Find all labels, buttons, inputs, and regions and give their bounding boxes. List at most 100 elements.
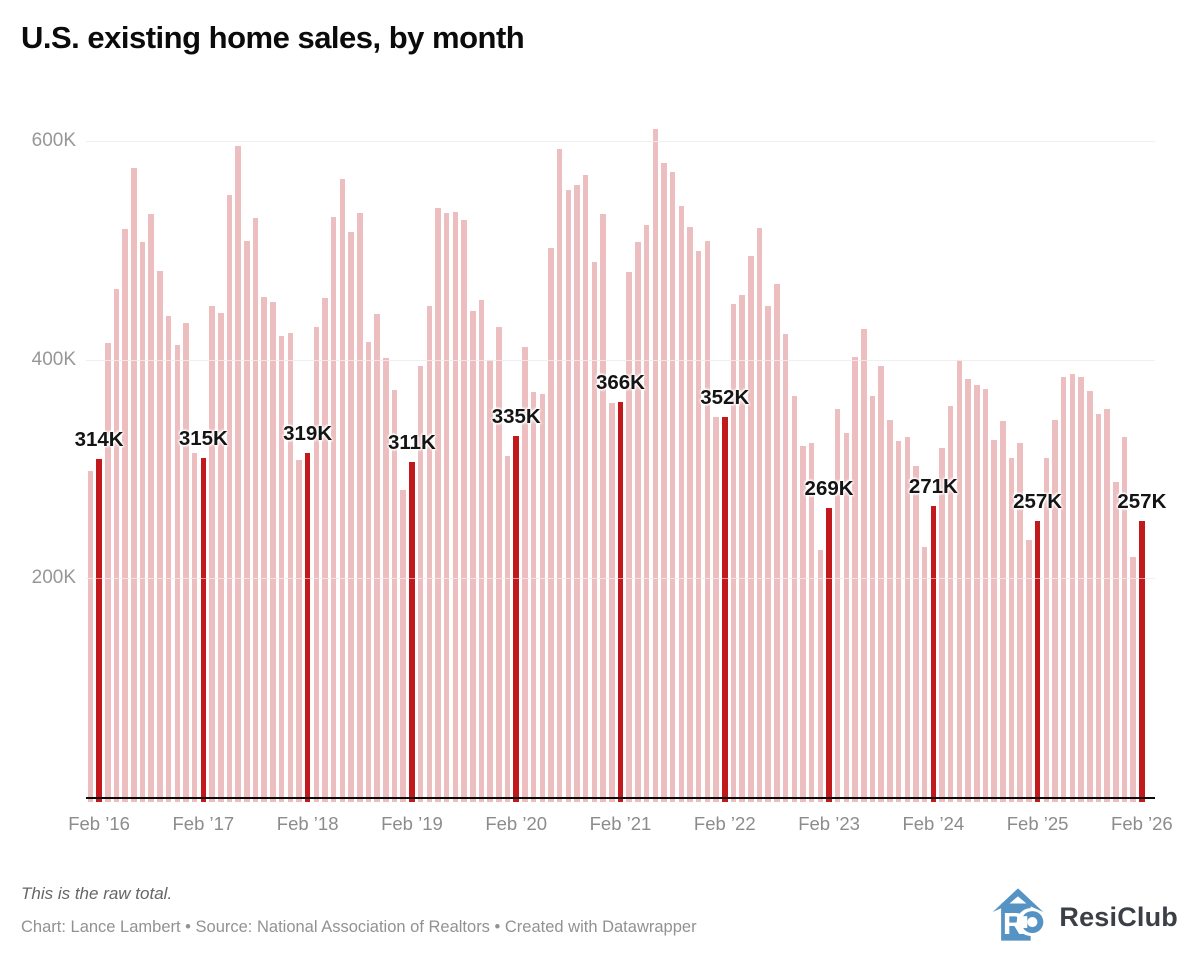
bar <box>887 420 893 802</box>
x-axis-tick-label: Feb ’21 <box>589 813 652 834</box>
bar <box>730 304 737 802</box>
bar <box>782 333 789 802</box>
bar <box>296 459 302 802</box>
bar <box>591 261 598 802</box>
bar <box>157 270 163 802</box>
bar <box>139 242 146 802</box>
x-axis-tick-label: Feb ’18 <box>276 813 339 834</box>
bar-value-label: 366K <box>595 370 645 394</box>
bar <box>904 436 910 802</box>
bar <box>522 347 528 802</box>
bar <box>791 396 798 802</box>
bar <box>348 232 354 802</box>
bar-highlighted <box>617 401 624 802</box>
bar <box>235 145 241 802</box>
brand-logo: R ResiClub <box>991 888 1178 946</box>
bar <box>678 206 685 802</box>
bar <box>695 250 702 802</box>
bar <box>756 227 763 802</box>
bar-highlighted <box>409 461 415 802</box>
bar-value-label: 311K <box>387 430 436 454</box>
x-axis-tick-label: Feb ’25 <box>1006 813 1069 834</box>
bar-highlighted <box>1139 520 1145 802</box>
bar <box>687 226 693 802</box>
bar <box>270 302 276 802</box>
bar <box>400 490 406 802</box>
bar <box>1000 421 1006 802</box>
bar <box>861 328 867 802</box>
bar <box>191 453 198 802</box>
bar <box>1008 457 1015 802</box>
bar <box>739 294 745 802</box>
bar <box>895 441 902 802</box>
bar <box>426 305 433 802</box>
bar-highlighted <box>200 457 207 802</box>
bar <box>131 167 137 802</box>
bar <box>800 445 806 802</box>
x-axis-line <box>86 797 1155 799</box>
bar-value-label: 269K <box>804 476 854 500</box>
bar <box>443 212 450 802</box>
bar-highlighted <box>826 507 832 802</box>
bar <box>843 433 850 802</box>
brand-name: ResiClub <box>1059 901 1178 932</box>
bar <box>1052 420 1058 802</box>
gridline-overlay <box>86 140 1155 142</box>
bar <box>921 547 928 802</box>
bar-value-label: 335K <box>491 404 541 428</box>
bar <box>165 316 172 802</box>
bar <box>574 185 580 802</box>
bar-value-label: 319K <box>283 422 333 446</box>
bar-value-label: 352K <box>700 386 750 410</box>
bar <box>774 283 780 802</box>
bar <box>582 175 589 802</box>
bar-value-label: 315K <box>178 426 228 450</box>
y-axis-tick-label: 600K <box>31 129 76 151</box>
bar <box>105 342 111 802</box>
x-axis-tick-label: Feb ’17 <box>172 813 235 834</box>
bar-value-label: 271K <box>908 474 958 498</box>
bar <box>808 443 815 802</box>
bar <box>226 195 233 802</box>
bar <box>496 327 502 802</box>
bar <box>365 341 372 802</box>
bar <box>1017 443 1023 802</box>
y-axis-tick-label: 200K <box>31 567 76 589</box>
bar-value-label: 314K <box>74 427 124 451</box>
bar <box>878 365 884 802</box>
bar <box>669 172 676 802</box>
bar <box>174 344 181 802</box>
bar <box>391 389 398 802</box>
bar <box>1060 376 1067 802</box>
bar <box>982 388 989 802</box>
svg-text:R: R <box>1003 908 1025 941</box>
bar <box>452 211 459 802</box>
bar <box>530 391 537 802</box>
bar <box>322 297 328 802</box>
bar <box>218 313 224 802</box>
page-title: U.S. existing home sales, by month <box>21 20 525 55</box>
bar <box>609 402 615 802</box>
resiclub-house-arrow-icon: R <box>993 888 1045 941</box>
gridline-overlay <box>86 359 1155 361</box>
bar <box>261 296 267 802</box>
bar <box>417 365 424 802</box>
bar <box>661 163 667 802</box>
bar <box>1043 457 1050 802</box>
bar <box>965 378 971 802</box>
bar <box>852 356 858 802</box>
bar <box>834 409 841 802</box>
bar <box>435 208 441 802</box>
bar <box>600 213 606 802</box>
bar <box>974 385 980 802</box>
bar-highlighted <box>96 458 102 802</box>
bar <box>704 241 711 802</box>
bar <box>635 242 641 802</box>
bar <box>87 470 94 802</box>
bar <box>643 224 650 802</box>
bar <box>539 394 546 802</box>
bar-highlighted <box>930 505 937 802</box>
bar <box>287 332 294 802</box>
bar-highlighted <box>513 435 519 802</box>
bar <box>1087 390 1093 802</box>
